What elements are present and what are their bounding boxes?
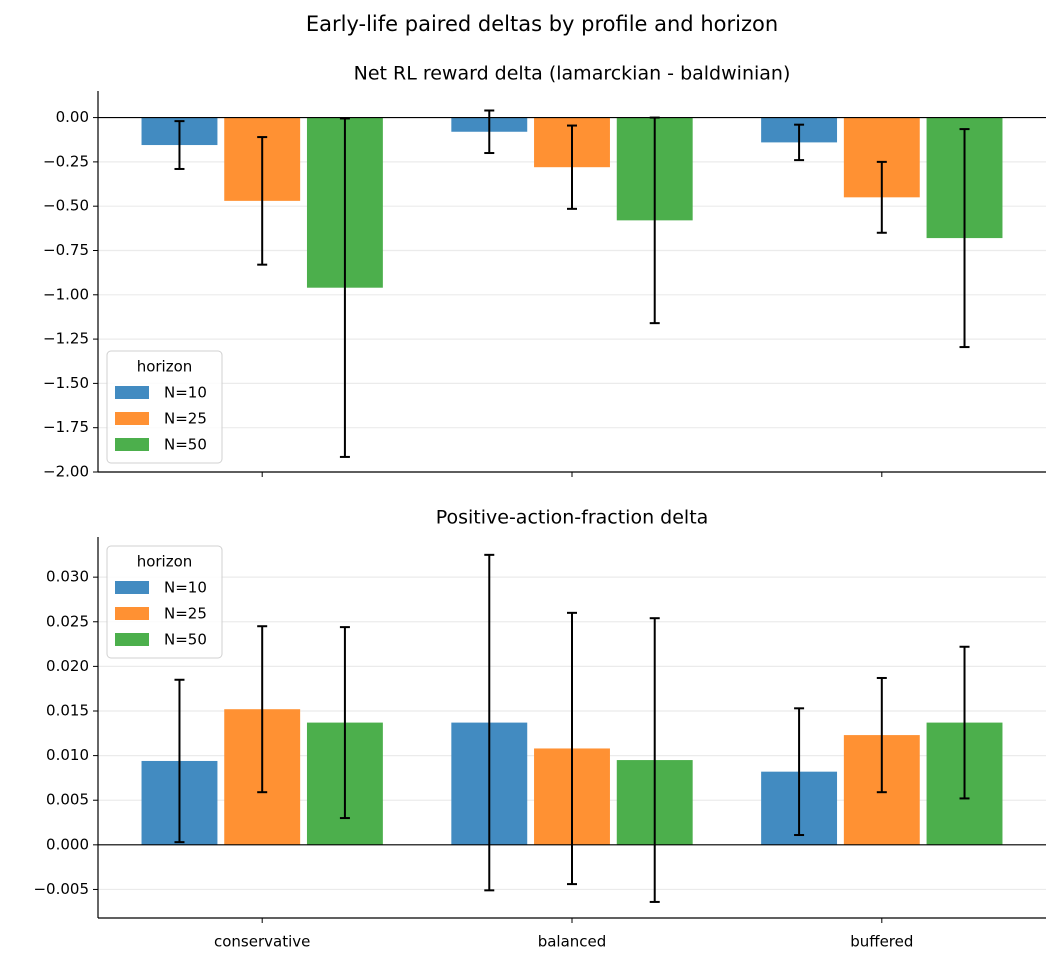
legend-swatch [115,633,149,646]
y-tick-label: −1.50 [43,374,89,392]
legend-box [106,350,223,464]
y-tick-label: −0.75 [43,241,89,259]
error-bar [649,617,660,903]
error-bar [339,626,350,820]
x-tick-label: buffered [850,933,913,951]
legend-box [106,545,223,659]
y-tick-label: −2.00 [43,463,89,481]
y-tick-label: −1.00 [43,285,89,303]
y-tick-label: 0.030 [46,568,89,586]
error-bar [484,553,495,892]
y-tick-label: 0.00 [56,108,89,126]
y-tick-label: −1.75 [43,418,89,436]
y-tick-label: −1.25 [43,330,89,348]
y-tick-label: 0.025 [46,612,89,630]
y-tick-label: −0.50 [43,197,89,215]
panel-title: Net RL reward delta (lamarckian - baldwi… [354,63,791,85]
legend-swatch [115,438,149,451]
y-tick-label: 0.015 [46,701,89,719]
legend-label: N=10 [164,384,207,402]
legend-title: horizon [137,358,193,376]
legend-title: horizon [137,553,193,571]
legend-label: N=50 [164,631,207,649]
figure-title: Early-life paired deltas by profile and … [306,12,778,36]
x-tick-label: conservative [214,933,310,951]
y-tick-label: 0.020 [46,657,89,675]
error-bar [959,128,970,349]
legend-swatch [115,581,149,594]
legend-label: N=25 [164,605,207,623]
error-bar [876,160,887,234]
legend-label: N=50 [164,436,207,454]
legend: horizon N=10 N=25 N=50 [106,545,223,659]
y-tick-label: 0.005 [46,791,89,809]
y-tick-label: 0.000 [46,835,89,853]
legend-label: N=10 [164,579,207,597]
error-bar [876,676,887,794]
legend-swatch [115,412,149,425]
error-bar [339,117,350,458]
error-bar [484,109,495,155]
error-bar [257,136,268,266]
error-bar [959,645,970,800]
error-bar [567,124,577,210]
panel-title: Positive-action-fraction delta [436,507,709,529]
y-tick-label: −0.005 [33,880,89,898]
y-tick-label: −0.25 [43,152,89,170]
error-bar [794,123,805,162]
x-tick-label: balanced [538,933,607,951]
error-bar [174,678,185,844]
error-bar [257,625,268,794]
error-bar [649,116,660,325]
legend-label: N=25 [164,410,207,428]
legend: horizon N=10 N=25 N=50 [106,350,223,464]
error-bar [794,707,805,837]
error-bar [567,611,577,886]
legend-swatch [115,386,149,399]
error-bar [174,120,185,170]
legend-swatch [115,607,149,620]
y-tick-label: 0.010 [46,746,89,764]
